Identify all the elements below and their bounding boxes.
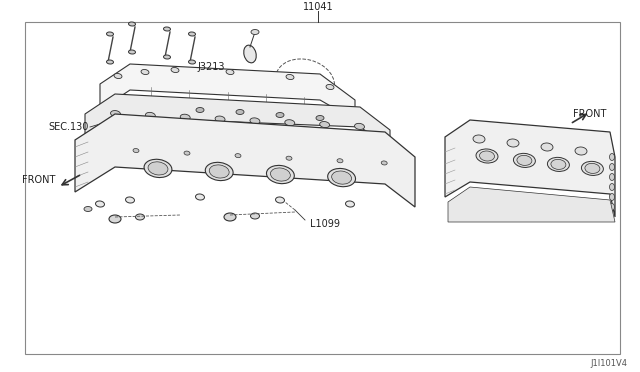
Ellipse shape [224,213,236,221]
Ellipse shape [163,27,170,31]
Ellipse shape [129,50,136,54]
Ellipse shape [106,60,113,64]
Ellipse shape [215,116,225,122]
Polygon shape [448,187,615,222]
Text: J1I101V4: J1I101V4 [590,359,627,369]
Ellipse shape [355,124,364,129]
Text: SEC.130: SEC.130 [48,122,88,132]
Ellipse shape [541,143,553,151]
Ellipse shape [106,32,113,36]
Polygon shape [75,114,415,207]
Ellipse shape [141,70,149,74]
Ellipse shape [250,118,260,124]
Text: 11041: 11041 [303,2,333,12]
Ellipse shape [235,154,241,158]
Ellipse shape [133,148,139,153]
Ellipse shape [114,73,122,78]
Ellipse shape [588,205,596,209]
Ellipse shape [266,166,294,184]
Ellipse shape [111,110,120,117]
Ellipse shape [332,171,351,184]
Ellipse shape [184,151,190,155]
Ellipse shape [271,168,291,181]
Ellipse shape [346,201,355,207]
Ellipse shape [381,161,387,165]
Ellipse shape [136,214,145,220]
Ellipse shape [551,159,566,169]
Ellipse shape [575,147,587,155]
Ellipse shape [125,197,134,203]
Ellipse shape [460,203,470,211]
Ellipse shape [236,109,244,115]
Text: FRONT: FRONT [573,109,606,119]
Ellipse shape [556,201,564,207]
Ellipse shape [171,67,179,73]
Polygon shape [100,64,355,120]
Ellipse shape [276,197,284,203]
Ellipse shape [109,215,121,223]
Ellipse shape [209,165,229,178]
Ellipse shape [319,122,330,128]
Ellipse shape [286,74,294,80]
Text: J3213: J3213 [197,62,225,72]
Polygon shape [445,120,615,217]
Ellipse shape [479,151,495,161]
Ellipse shape [250,213,259,219]
Ellipse shape [316,115,324,121]
Ellipse shape [205,162,233,180]
Ellipse shape [180,114,190,120]
Ellipse shape [513,153,536,167]
Ellipse shape [609,203,614,211]
Ellipse shape [189,32,195,36]
Ellipse shape [609,164,614,170]
Ellipse shape [196,194,204,200]
Ellipse shape [517,155,532,166]
Ellipse shape [609,183,614,190]
Text: FRONT: FRONT [22,175,55,185]
Ellipse shape [473,135,485,143]
Text: L1099: L1099 [310,219,340,229]
Ellipse shape [285,120,295,126]
Ellipse shape [326,84,334,90]
Ellipse shape [95,201,104,207]
Ellipse shape [609,193,614,201]
Ellipse shape [226,70,234,74]
Ellipse shape [337,159,343,163]
Ellipse shape [145,112,156,118]
Ellipse shape [144,159,172,177]
Bar [25,22,620,354]
Ellipse shape [276,112,284,118]
Ellipse shape [585,163,600,173]
Ellipse shape [84,206,92,212]
Ellipse shape [251,29,259,35]
Ellipse shape [581,161,604,176]
Ellipse shape [196,108,204,112]
Ellipse shape [244,45,256,63]
Ellipse shape [163,55,170,59]
Ellipse shape [286,156,292,160]
Ellipse shape [609,173,614,180]
Polygon shape [85,94,390,147]
Ellipse shape [547,157,570,171]
Ellipse shape [328,169,356,187]
Ellipse shape [609,154,614,160]
Ellipse shape [476,149,498,163]
Ellipse shape [129,22,136,26]
Ellipse shape [189,60,195,64]
Ellipse shape [148,162,168,175]
Ellipse shape [507,139,519,147]
